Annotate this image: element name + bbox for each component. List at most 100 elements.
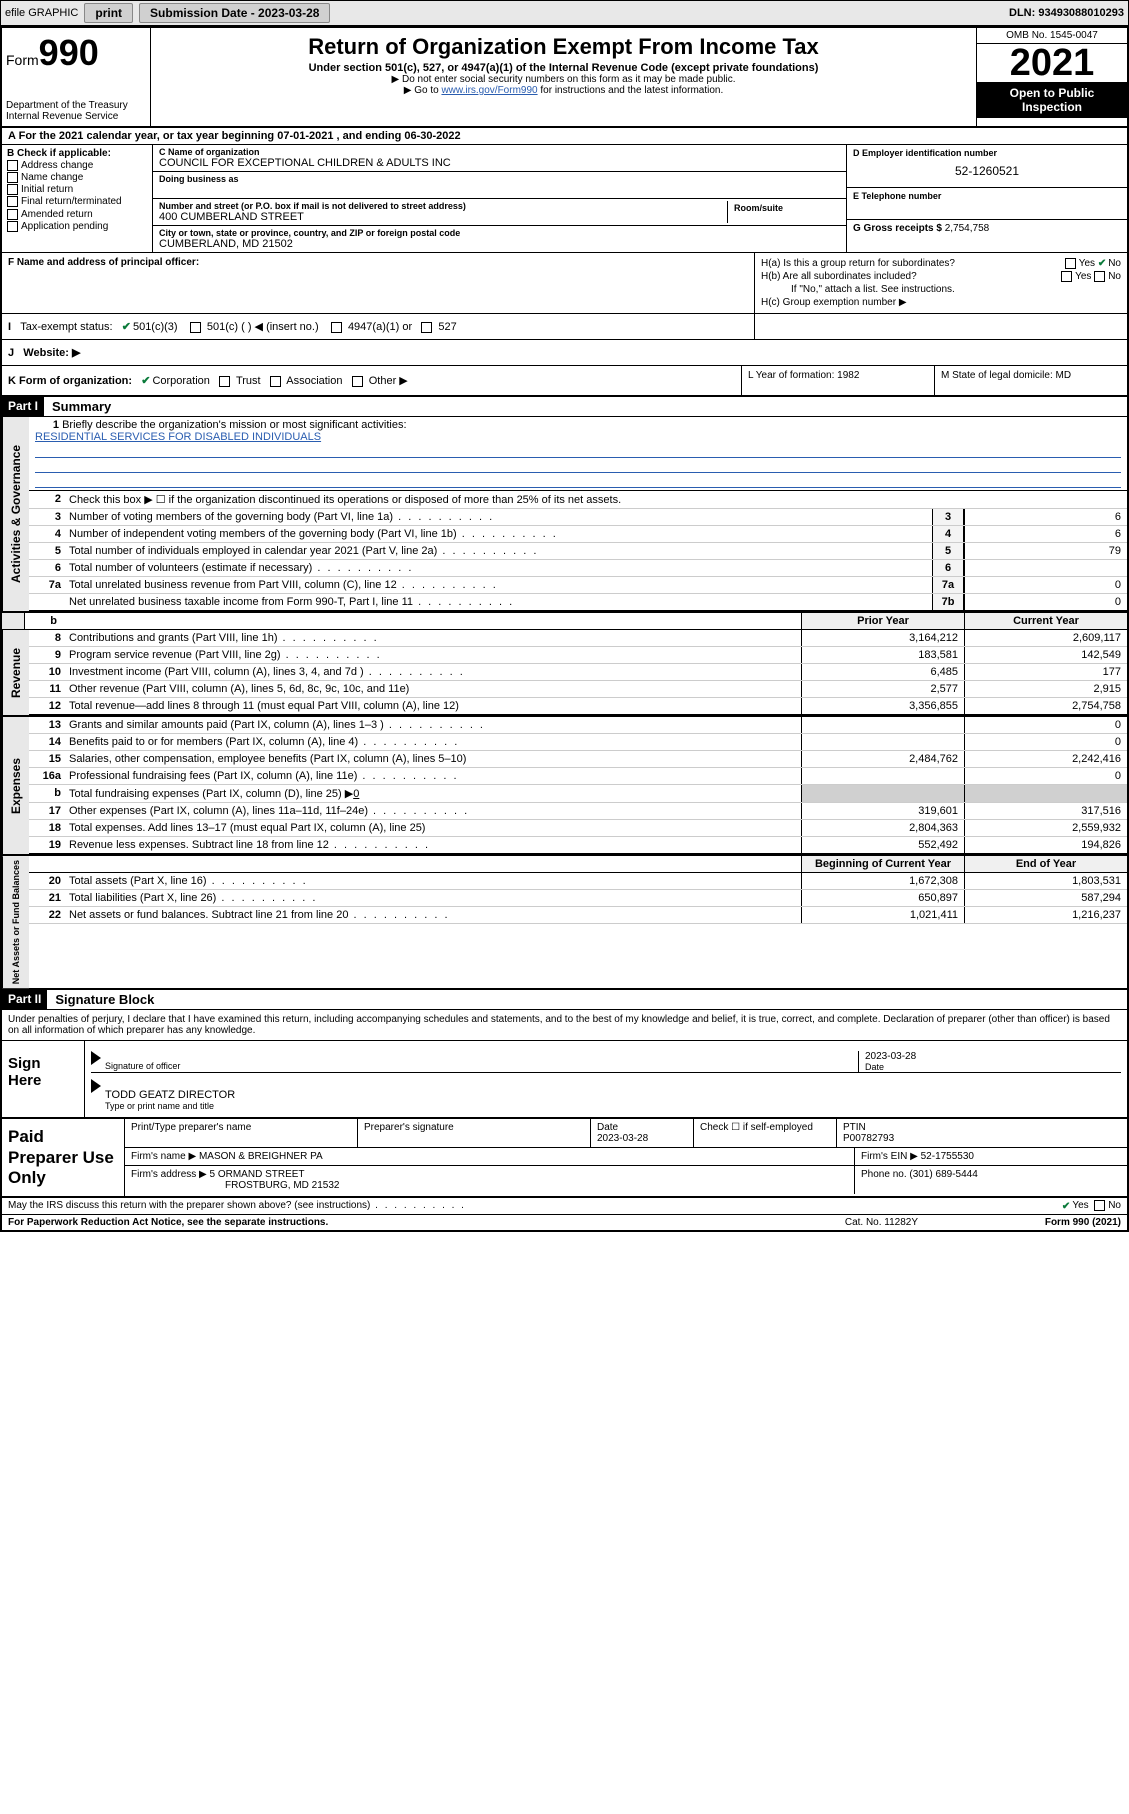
na-l22-p: 1,021,411 [801,907,964,923]
section-f-h: F Name and address of principal officer:… [2,253,1127,314]
exp-l17: Other expenses (Part IX, column (A), lin… [65,803,801,819]
ein-value: 52-1260521 [853,158,1121,184]
dept-label: Department of the Treasury Internal Reve… [6,100,146,122]
exp-l13-p [801,717,964,733]
rev-l8: Contributions and grants (Part VIII, lin… [65,630,801,646]
prep-sig-lbl: Preparer's signature [358,1119,591,1147]
na-l20-p: 1,672,308 [801,873,964,889]
irs-link[interactable]: www.irs.gov/Form990 [441,85,537,96]
exp-l18-c: 2,559,932 [964,820,1127,836]
sig-arrow-2 [91,1079,101,1093]
hb-label: H(b) Are all subordinates included? [761,271,917,282]
rev-l12-p: 3,356,855 [801,698,964,714]
hb-no[interactable] [1094,271,1105,282]
rev-l9: Program service revenue (Part VIII, line… [65,647,801,663]
gross-receipts: 2,754,758 [945,223,990,234]
section-d-e-g: D Employer identification number 52-1260… [846,145,1127,252]
chk-initial[interactable] [7,184,18,195]
gov-l7b: Net unrelated business taxable income fr… [65,594,932,610]
ptin-val: P00782793 [843,1133,894,1144]
form-header: Form990 Department of the Treasury Inter… [2,28,1127,128]
i-chk2[interactable] [331,322,342,333]
b-opt-0: Address change [21,160,93,171]
gov-l7a: Total unrelated business revenue from Pa… [65,577,932,593]
firm-addr: 5 ORMAND STREET [210,1169,305,1180]
note-ssn: ▶ Do not enter social security numbers o… [159,74,968,85]
prep-date-lbl: Date [597,1122,618,1133]
boy-hdr: Beginning of Current Year [801,856,964,872]
chk-pending[interactable] [7,221,18,232]
header-right: OMB No. 1545-0047 2021 Open to Public In… [976,28,1127,126]
mission-text: RESIDENTIAL SERVICES FOR DISABLED INDIVI… [35,431,1121,443]
section-k-l-m: K Form of organization: Corporation Trus… [2,366,1127,397]
dln-label: DLN: 93493088010293 [1009,7,1124,19]
i-chk1[interactable] [190,322,201,333]
na-l22-c: 1,216,237 [964,907,1127,923]
submission-date-button[interactable]: Submission Date - 2023-03-28 [139,3,330,23]
rev-l9-c: 142,549 [964,647,1127,663]
m-lbl: M State of legal domicile: [941,370,1053,381]
hb-yes[interactable] [1061,271,1072,282]
form-number: 990 [39,32,99,73]
ha-yes[interactable] [1065,258,1076,269]
chk-amended[interactable] [7,209,18,220]
officer-name: TODD GEATZ DIRECTOR [105,1089,1121,1101]
b-opt-5: Application pending [21,221,108,232]
k-opt2: Association [286,375,342,387]
i-chk3[interactable] [421,322,432,333]
ha-label: H(a) Is this a group return for subordin… [761,258,955,269]
declaration: Under penalties of perjury, I declare th… [2,1010,1127,1041]
rev-l12: Total revenue—add lines 8 through 11 (mu… [65,698,801,714]
chk-name[interactable] [7,172,18,183]
print-button[interactable]: print [84,3,133,23]
year-formation: 1982 [837,370,859,381]
k-chk1[interactable] [219,376,230,387]
rev-l10-p: 6,485 [801,664,964,680]
gov-v7a: 0 [964,577,1127,593]
k-opt0: Corporation [152,375,209,387]
rev-vert-label: Revenue [2,630,29,715]
chk-final[interactable] [7,196,18,207]
gov-vert-label: Activities & Governance [2,417,29,611]
dba-lbl: Doing business as [159,174,840,184]
hb-note: If "No," attach a list. See instructions… [761,284,1121,295]
note-link: ▶ Go to www.irs.gov/Form990 for instruct… [159,85,968,96]
exp-l14-c: 0 [964,734,1127,750]
firm-name-lbl: Firm's name ▶ [131,1151,196,1162]
exp-l16b-c [964,785,1127,802]
state-domicile: MD [1056,370,1072,381]
rev-l11-p: 2,577 [801,681,964,697]
part1-title: Summary [44,397,119,416]
exp-l16b-p [801,785,964,802]
gov-v3: 6 [964,509,1127,525]
exp-l18-p: 2,804,363 [801,820,964,836]
may-yes: Yes [1072,1201,1088,1212]
hc-label: H(c) Group exemption number ▶ [761,297,1121,308]
sign-date: 2023-03-28 [865,1051,1115,1062]
mission-line-2 [35,458,1121,473]
header-mid: Return of Organization Exempt From Incom… [151,28,976,126]
part-2-header: Part II Signature Block [2,990,1127,1010]
section-j: J Website: ▶ [2,340,1127,366]
section-a: A For the 2021 calendar year, or tax yea… [2,128,1127,145]
may-no-chk[interactable] [1094,1200,1105,1211]
chk-address[interactable] [7,160,18,171]
k-chk3[interactable] [352,376,363,387]
sig-officer-lbl: Signature of officer [105,1051,858,1072]
prep-name-lbl: Print/Type preparer's name [125,1119,358,1147]
gov-l6: Total number of volunteers (estimate if … [65,560,932,576]
mission-line-3 [35,473,1121,488]
self-emp: Check ☐ if self-employed [694,1119,837,1147]
a-pre: For the 2021 calendar year, or tax year … [19,130,278,142]
note2-pre: ▶ Go to [404,85,442,96]
part2-badge: Part II [2,990,47,1009]
section-c: C Name of organization COUNCIL FOR EXCEP… [153,145,846,252]
b-opt-4: Amended return [21,209,93,220]
na-l20: Total assets (Part X, line 16) [65,873,801,889]
k-chk2[interactable] [270,376,281,387]
section-b: B Check if applicable: Address change Na… [2,145,153,252]
na-vert-label: Net Assets or Fund Balances [2,856,29,988]
k-lbl: K Form of organization: [8,375,132,387]
efile-label: efile GRAPHIC [5,7,78,19]
tax-year: 2021 [977,44,1127,82]
